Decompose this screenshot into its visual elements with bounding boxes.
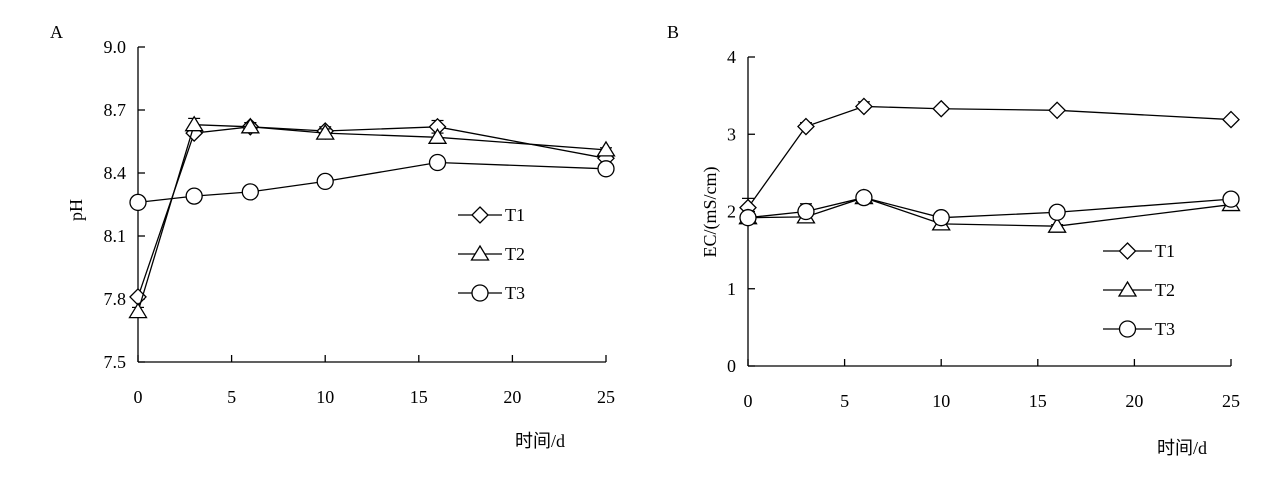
series-line-t3-a	[137, 161, 607, 204]
y-tick-label-a: 7.5	[104, 352, 127, 372]
y-tick-label-a: 8.7	[104, 100, 127, 120]
data-point-t3	[185, 187, 203, 205]
legend-item-t2-a: T2	[458, 244, 525, 264]
legend-label-t3: T3	[1155, 319, 1175, 339]
legend-marker-t1	[1118, 242, 1137, 260]
legend-marker-t2	[470, 244, 490, 261]
data-point-t1	[1048, 101, 1067, 120]
y-tick-label-b: 2	[727, 202, 736, 222]
data-point-t3	[129, 193, 147, 212]
series-line-t2-a	[137, 124, 607, 312]
y-axis-title-a: pH	[66, 199, 86, 221]
x-axis-title-a: 时间/d	[515, 431, 565, 451]
series-line-t1-b	[747, 105, 1232, 209]
data-point-t3	[428, 153, 447, 172]
series-t3-a	[129, 153, 615, 212]
data-point-t3	[1048, 203, 1066, 221]
legend-marker-t3	[1118, 320, 1137, 338]
data-point-t1	[855, 97, 873, 116]
legend-marker-t3	[471, 284, 489, 302]
data-point-t3	[316, 172, 334, 191]
x-tick-label-b: 15	[1029, 391, 1047, 411]
series-line-t3-b	[747, 196, 1232, 219]
data-point-t3	[932, 209, 950, 227]
data-point-t1	[932, 99, 951, 118]
data-point-t2	[315, 123, 335, 140]
data-point-t3	[597, 160, 615, 178]
data-point-t2	[596, 140, 616, 157]
x-tick-label-a: 15	[410, 387, 428, 407]
legend-marker-t2	[1117, 280, 1138, 297]
data-point-t2	[240, 117, 260, 134]
legend-label-t3: T3	[505, 283, 525, 303]
y-tick-label-b: 0	[727, 356, 736, 376]
x-tick-label-b: 10	[932, 391, 950, 411]
data-point-t3	[739, 209, 757, 227]
y-tick-label-a: 9.0	[104, 37, 127, 57]
y-axis-title-b: EC/(mS/cm)	[700, 167, 721, 258]
data-point-t2	[1047, 216, 1067, 233]
legend-item-t2-b: T2	[1103, 280, 1175, 300]
legend-label-t2: T2	[1155, 280, 1175, 300]
data-point-t3	[241, 183, 259, 201]
series-t1-a	[129, 117, 615, 306]
x-tick-label-a: 20	[503, 387, 521, 407]
legend-item-t1-a: T1	[458, 205, 525, 225]
panel-b-chart: B EC/(mS/cm) 时间/d 0 1 2 3 4 0 5 10 15 20 25 T1 T2 T3	[667, 22, 1241, 458]
x-tick-label-b: 25	[1222, 391, 1240, 411]
legend-item-t3-a: T3	[458, 283, 525, 303]
data-point-t3	[797, 202, 815, 221]
x-tick-label-a: 5	[227, 387, 236, 407]
x-tick-label-a: 10	[316, 387, 334, 407]
x-tick-label-a: 0	[134, 387, 143, 407]
legend-label-t2: T2	[505, 244, 525, 264]
x-tick-label-b: 20	[1125, 391, 1143, 411]
legend-label-t1: T1	[505, 205, 525, 225]
panel-label-a: A	[50, 22, 63, 42]
series-t3-b	[739, 188, 1240, 227]
legend-item-t1-b: T1	[1103, 241, 1175, 261]
data-point-t2	[427, 128, 448, 144]
data-point-t2	[128, 302, 148, 319]
y-tick-label-a: 8.4	[104, 163, 127, 183]
data-point-t1	[1222, 110, 1240, 129]
legend-marker-t1	[471, 206, 489, 224]
data-point-t1	[797, 117, 815, 136]
series-line-t2-b	[747, 196, 1232, 227]
legend-item-t3-b: T3	[1103, 319, 1175, 339]
y-tick-label-b: 4	[727, 47, 736, 67]
legend-label-t1: T1	[1155, 241, 1175, 261]
x-tick-label-b: 0	[744, 391, 753, 411]
x-tick-label-b: 5	[840, 391, 849, 411]
panel-label-b: B	[667, 22, 679, 42]
x-axis-title-b: 时间/d	[1157, 438, 1207, 458]
panel-a-chart: A pH 时间/d 7.5 7.8 8.1 8.4 8.7 9.0 0 5 10 15 20 25 T1…	[50, 22, 616, 451]
y-tick-label-a: 7.8	[104, 289, 127, 309]
series-line-t1-a	[137, 126, 607, 298]
y-tick-label-b: 3	[727, 124, 736, 144]
data-point-t2	[184, 115, 204, 132]
y-tick-label-b: 1	[727, 279, 736, 299]
series-t1-b	[739, 97, 1240, 217]
x-tick-label-a: 25	[597, 387, 615, 407]
data-point-t3	[1222, 190, 1240, 208]
y-tick-label-a: 8.1	[104, 226, 127, 246]
series-t2-a	[128, 115, 616, 319]
data-point-t3	[855, 188, 873, 207]
